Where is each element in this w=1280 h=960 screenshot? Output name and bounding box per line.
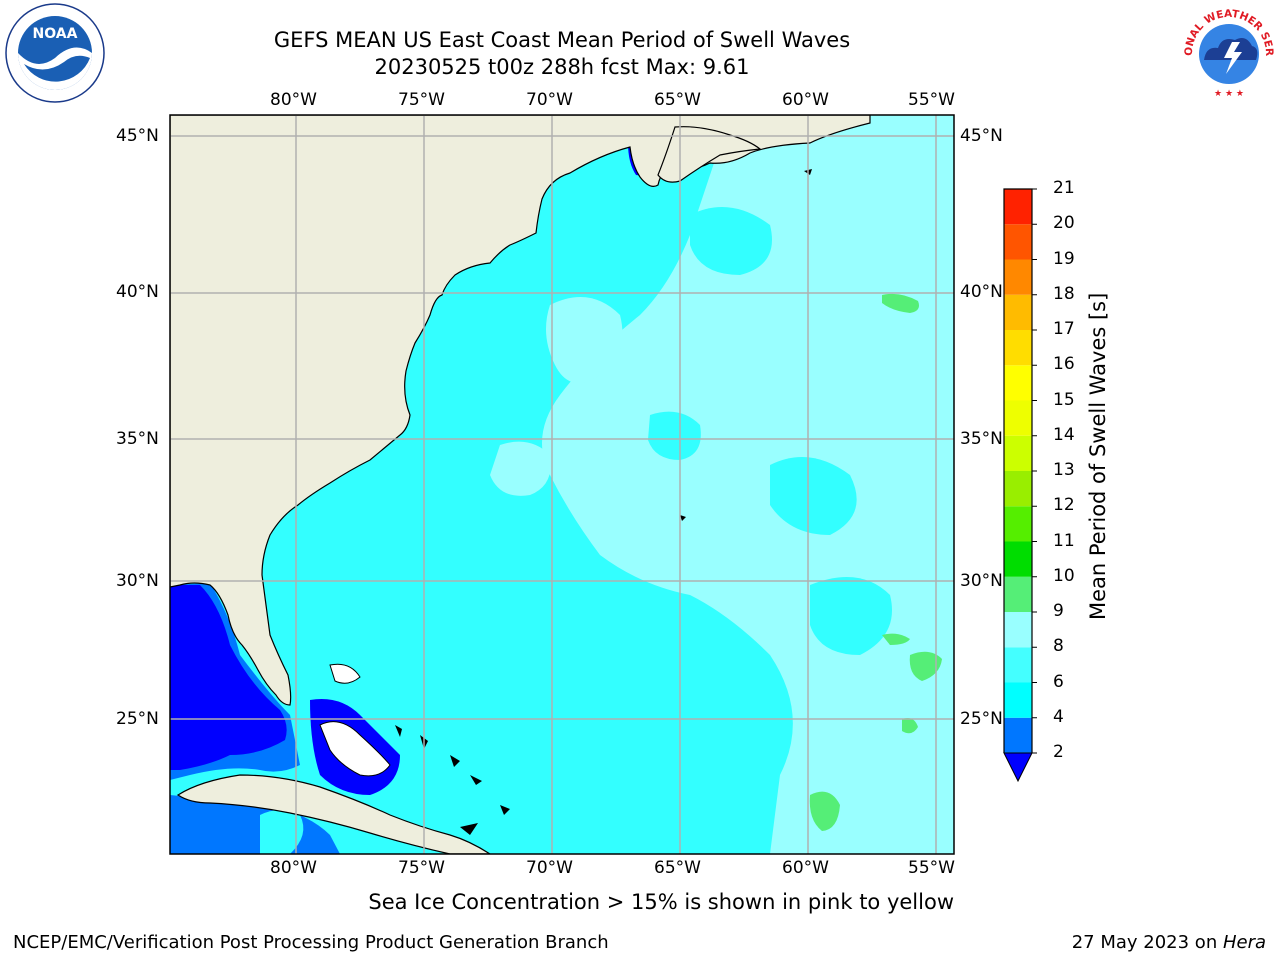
swell-8-9s-patch	[490, 441, 551, 496]
colorbar-tick-label: 4	[1053, 706, 1064, 727]
colorbar-segment	[1004, 541, 1032, 577]
colorbar-tick-label: 8	[1053, 636, 1064, 657]
colorbar-segment	[1004, 506, 1032, 542]
lat-label-right: 40°N	[960, 282, 1003, 302]
colorbar-segment	[1004, 400, 1032, 436]
footer-machine: Hera	[1222, 932, 1266, 953]
lon-label-bottom: 55°W	[908, 858, 955, 878]
swell-period-map	[169, 114, 955, 855]
swell-6-8s-patch	[690, 207, 772, 275]
colorbar-tick-label: 6	[1053, 671, 1064, 692]
colorbar-segment	[1004, 682, 1032, 718]
lat-label-left: 35°N	[116, 429, 159, 449]
lon-label-top: 75°W	[398, 90, 445, 110]
colorbar-tick-label: 19	[1053, 248, 1075, 269]
colorbar-tick-label: 16	[1053, 354, 1075, 375]
footer-date: 27 May 2023 on Hera	[1072, 932, 1266, 953]
colorbar-segment	[1004, 294, 1032, 330]
colorbar-tick-label: 11	[1053, 530, 1075, 551]
lon-label-bottom: 65°W	[654, 858, 701, 878]
lon-label-bottom: 70°W	[526, 858, 573, 878]
swell-6-8s-patch	[648, 411, 701, 460]
footer-date-text: 27 May 2023 on	[1071, 932, 1223, 953]
nws-logo: NATIONAL WEATHER SERVICE ★ ★ ★	[1176, 0, 1276, 99]
lon-label-bottom: 80°W	[270, 858, 317, 878]
lat-label-right: 35°N	[960, 429, 1003, 449]
land-bahamas	[319, 721, 391, 777]
swell-9-10s-patch	[902, 718, 918, 734]
lat-label-right: 45°N	[960, 126, 1003, 146]
colorbar-tick-label: 2	[1053, 742, 1064, 762]
lon-label-top: 65°W	[654, 90, 701, 110]
swell-9-10s-patch	[909, 651, 942, 681]
colorbar-segment	[1004, 576, 1032, 612]
swell-9-10s-patch	[882, 633, 910, 645]
colorbar-label: Mean Period of Swell Waves [s]	[1086, 292, 1110, 620]
colorbar-tick-label: 17	[1053, 319, 1075, 339]
svg-text:★ ★ ★: ★ ★ ★	[1214, 89, 1244, 99]
lat-label-right: 30°N	[960, 571, 1003, 591]
swell-6-8s-patch	[810, 577, 892, 655]
swell-8-9s-patch	[546, 297, 623, 383]
swell-9-10s-patch	[809, 791, 840, 831]
land-nova-scotia	[657, 126, 762, 183]
colorbar-segment	[1004, 612, 1032, 648]
colorbar-segment	[1004, 471, 1032, 507]
lon-label-top: 80°W	[270, 90, 317, 110]
colorbar-segment	[1004, 330, 1032, 366]
lat-label-left: 25°N	[116, 709, 159, 729]
land-north-america	[170, 115, 871, 706]
lat-label-right: 25°N	[960, 709, 1003, 729]
colorbar-tick-label: 9	[1053, 601, 1064, 621]
sea-ice-note: Sea Ice Concentration > 15% is shown in …	[368, 890, 954, 914]
swell-below-2s-region	[170, 585, 287, 770]
graticule	[170, 115, 954, 854]
lon-label-top: 70°W	[526, 90, 573, 110]
noaa-logo-text: NOAA	[33, 26, 78, 42]
map-title: GEFS MEAN US East Coast Mean Period of S…	[273, 28, 851, 52]
lat-label-left: 45°N	[116, 126, 159, 146]
swell-8-9s-region	[542, 115, 954, 854]
lon-label-top: 55°W	[908, 90, 955, 110]
colorbar-tick-label: 13	[1053, 460, 1075, 480]
swell-9-10s-patch	[882, 293, 919, 313]
lat-label-left: 40°N	[116, 282, 159, 302]
map-subtitle: 20230525 t00z 288h fcst Max: 9.61	[374, 55, 750, 79]
swell-6-8s-patch	[260, 810, 304, 854]
noaa-logo: NOAA	[5, 3, 105, 103]
colorbar-tick-label: 18	[1053, 283, 1075, 304]
colorbar-segment	[1004, 717, 1032, 753]
colorbar	[1003, 188, 1037, 783]
colorbar-segment	[1004, 259, 1032, 295]
lon-label-bottom: 75°W	[398, 858, 445, 878]
colorbar-tick-label: 14	[1053, 424, 1075, 445]
colorbar-tick-label: 15	[1053, 389, 1075, 410]
lat-label-left: 30°N	[116, 571, 159, 591]
land-bahamas	[329, 663, 361, 684]
colorbar-tick-label: 20	[1053, 213, 1075, 234]
footer-credit: NCEP/EMC/Verification Post Processing Pr…	[13, 932, 609, 953]
lon-label-bottom: 60°W	[782, 858, 829, 878]
colorbar-tick-label: 10	[1053, 565, 1075, 586]
colorbar-tick-label: 21	[1053, 178, 1075, 198]
colorbar-extend-arrow	[1003, 752, 1033, 783]
colorbar-tick-label: 12	[1053, 495, 1075, 516]
colorbar-segment	[1004, 365, 1032, 401]
colorbar-segment	[1004, 189, 1032, 225]
colorbar-segment	[1004, 435, 1032, 471]
land-cuba	[176, 774, 492, 854]
colorbar-segment	[1004, 647, 1032, 683]
lon-label-top: 60°W	[782, 90, 829, 110]
swell-6-8s-patch	[770, 457, 857, 535]
colorbar-segment	[1004, 224, 1032, 260]
